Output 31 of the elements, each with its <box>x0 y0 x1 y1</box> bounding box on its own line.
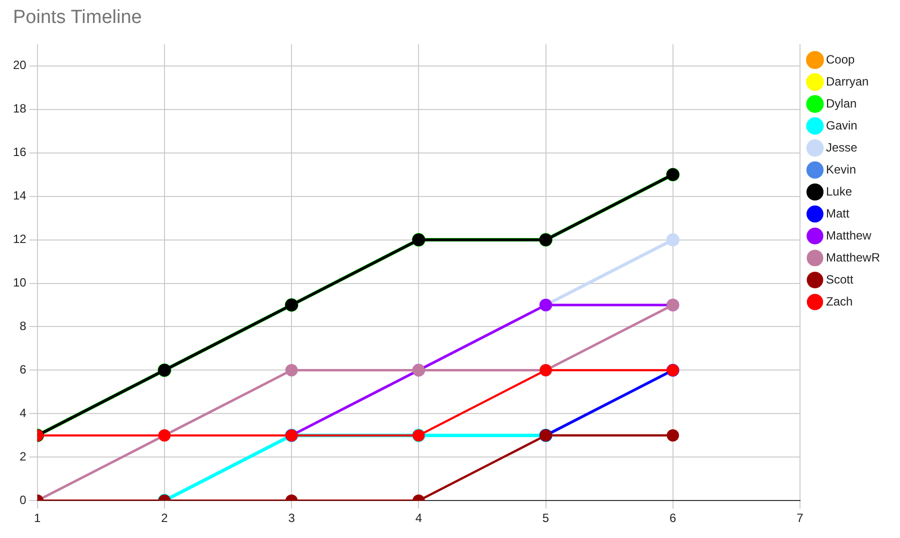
y-tick-label: 14 <box>12 188 27 203</box>
x-tick-label: 2 <box>161 511 168 526</box>
y-tick-label: 0 <box>20 492 27 507</box>
legend-label: Scott <box>826 272 854 286</box>
chart-title: Points Timeline <box>13 7 142 29</box>
y-tick-label: 2 <box>20 449 27 464</box>
x-tick-label: 4 <box>415 511 422 526</box>
legend-label: Dylan <box>826 96 857 110</box>
legend-label: Matthew <box>826 228 872 242</box>
y-tick-label: 20 <box>12 58 27 72</box>
y-tick-label: 18 <box>12 102 27 116</box>
legend-label: Gavin <box>826 118 858 132</box>
legend-label: Darryan <box>826 74 869 88</box>
legend-label: MatthewR <box>826 250 880 264</box>
y-tick-label: 10 <box>12 276 27 290</box>
legend-label: Kevin <box>826 162 856 176</box>
y-tick-label: 6 <box>20 362 27 377</box>
x-tick-label: 3 <box>288 511 296 526</box>
x-tick-label: 1 <box>34 511 42 526</box>
legend-label: Coop <box>826 52 855 66</box>
y-tick-label: 12 <box>12 232 27 246</box>
legend-label: Matt <box>826 206 850 220</box>
legend-label: Luke <box>826 184 852 198</box>
y-tick-label: 16 <box>12 145 27 160</box>
legend-label: Zach <box>826 294 853 308</box>
legend-label: Jesse <box>826 140 858 154</box>
y-tick-label: 8 <box>20 319 27 334</box>
x-tick-label: 7 <box>796 511 804 526</box>
y-tick-label: 4 <box>20 406 27 420</box>
x-tick-label: 5 <box>542 511 550 526</box>
x-tick-label: 6 <box>670 511 677 526</box>
